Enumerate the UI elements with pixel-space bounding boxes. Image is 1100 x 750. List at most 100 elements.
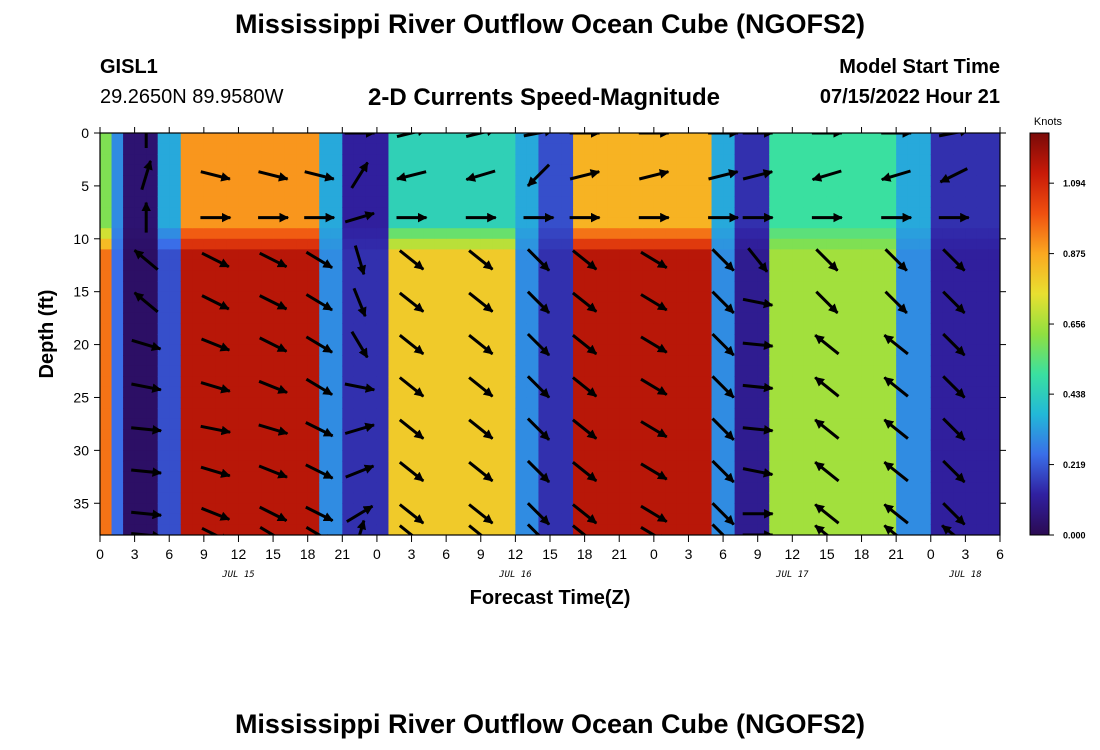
heatmap-cell bbox=[400, 439, 413, 451]
heatmap-cell bbox=[457, 344, 470, 356]
current-vector-arrow bbox=[814, 503, 840, 525]
heatmap-cell bbox=[746, 482, 759, 494]
heatmap-cell bbox=[342, 460, 355, 473]
heatmap-cell bbox=[607, 312, 620, 325]
heatmap-cell bbox=[180, 450, 193, 462]
heatmap-cell bbox=[503, 386, 516, 399]
heatmap-cell bbox=[215, 228, 228, 240]
heatmap-cell bbox=[630, 397, 643, 409]
heatmap-cell bbox=[538, 323, 551, 335]
heatmap-cell bbox=[192, 154, 205, 166]
heatmap-cell bbox=[192, 386, 205, 399]
heatmap-cell bbox=[434, 344, 447, 356]
heatmap-cell bbox=[792, 270, 805, 282]
heatmap-cell bbox=[619, 185, 632, 198]
current-vector-arrow bbox=[305, 526, 333, 535]
heatmap-cell bbox=[676, 143, 690, 155]
heatmap-cell bbox=[146, 291, 159, 303]
heatmap-cell bbox=[192, 365, 205, 377]
heatmap-cell bbox=[573, 312, 586, 325]
heatmap-cell bbox=[976, 259, 990, 272]
heatmap-cell bbox=[919, 164, 932, 176]
heatmap-cell bbox=[607, 482, 620, 494]
heatmap-cell bbox=[676, 386, 690, 399]
heatmap-cell bbox=[446, 164, 459, 176]
heatmap-cell bbox=[307, 450, 320, 462]
heatmap-cell bbox=[561, 482, 574, 494]
heatmap-cell bbox=[492, 365, 505, 377]
heatmap-cell bbox=[561, 133, 574, 145]
current-vector-arrow bbox=[638, 169, 670, 181]
heatmap-cell bbox=[446, 259, 459, 272]
heatmap-cell bbox=[780, 408, 793, 420]
heatmap-cell bbox=[619, 196, 632, 208]
heatmap-cell bbox=[619, 270, 632, 282]
heatmap-cell bbox=[619, 259, 632, 272]
heatmap-cell bbox=[296, 492, 309, 504]
heatmap-cell bbox=[711, 323, 724, 335]
heatmap-cell bbox=[757, 217, 770, 229]
heatmap-cell bbox=[492, 281, 505, 293]
heatmap-cell bbox=[976, 185, 990, 198]
heatmap-cell bbox=[953, 281, 966, 293]
heatmap-cell bbox=[607, 154, 620, 166]
heatmap-cell bbox=[619, 154, 632, 166]
heatmap-cell bbox=[503, 207, 516, 219]
heatmap-cell bbox=[526, 323, 540, 335]
heatmap-cell bbox=[769, 386, 782, 399]
heatmap-cell bbox=[665, 175, 678, 187]
heatmap-cell bbox=[723, 143, 736, 155]
heatmap-cell bbox=[838, 281, 851, 293]
current-vector-arrow bbox=[942, 290, 966, 314]
heatmap-cell bbox=[434, 259, 447, 272]
x-date-label: JUL 15 bbox=[221, 570, 255, 580]
heatmap-cell bbox=[619, 450, 632, 462]
current-vector-arrow bbox=[259, 336, 288, 353]
heatmap-cell bbox=[792, 376, 805, 388]
heatmap-cell bbox=[469, 302, 482, 314]
heatmap-cell bbox=[688, 365, 701, 377]
heatmap-cell bbox=[896, 196, 909, 208]
x-tick-label: 18 bbox=[854, 546, 870, 562]
heatmap-cell bbox=[665, 270, 678, 282]
heatmap-cell bbox=[665, 259, 678, 272]
heatmap-cell bbox=[457, 503, 470, 515]
heatmap-cell bbox=[596, 228, 609, 240]
heatmap-cell bbox=[261, 460, 274, 473]
heatmap-cell bbox=[976, 302, 990, 314]
heatmap-cell bbox=[826, 334, 840, 346]
heatmap-cell bbox=[446, 471, 459, 483]
heatmap-cell bbox=[953, 334, 966, 346]
heatmap-cell bbox=[376, 154, 390, 166]
heatmap-cell bbox=[700, 334, 713, 346]
heatmap-cell bbox=[146, 133, 159, 145]
heatmap-cell bbox=[215, 418, 228, 430]
heatmap-cell bbox=[273, 365, 286, 377]
heatmap-cell bbox=[330, 302, 343, 314]
heatmap-cell bbox=[134, 386, 147, 399]
heatmap-cell bbox=[861, 460, 874, 473]
heatmap-cell bbox=[515, 386, 528, 399]
heatmap-cell bbox=[919, 270, 932, 282]
heatmap-cell bbox=[607, 524, 620, 535]
heatmap-cell bbox=[261, 524, 274, 535]
heatmap-cell bbox=[723, 408, 736, 420]
heatmap-cell bbox=[688, 249, 701, 261]
heatmap-cell bbox=[826, 408, 840, 420]
heatmap-cell bbox=[353, 143, 366, 155]
heatmap-cell bbox=[250, 418, 263, 430]
heatmap-cell bbox=[330, 365, 343, 377]
heatmap-cell bbox=[111, 418, 124, 430]
heatmap-cell bbox=[942, 217, 955, 229]
heatmap-cell bbox=[157, 259, 170, 272]
heatmap-cell bbox=[803, 460, 816, 473]
heatmap-cell bbox=[896, 154, 909, 166]
heatmap-cell bbox=[976, 281, 990, 293]
heatmap-cell bbox=[492, 397, 505, 409]
heatmap-cell bbox=[469, 365, 482, 377]
heatmap-cell bbox=[134, 503, 147, 515]
heatmap-cell bbox=[711, 217, 724, 229]
heatmap-cell bbox=[157, 408, 170, 420]
heatmap-cell bbox=[100, 323, 113, 335]
heatmap-cell bbox=[526, 302, 540, 314]
